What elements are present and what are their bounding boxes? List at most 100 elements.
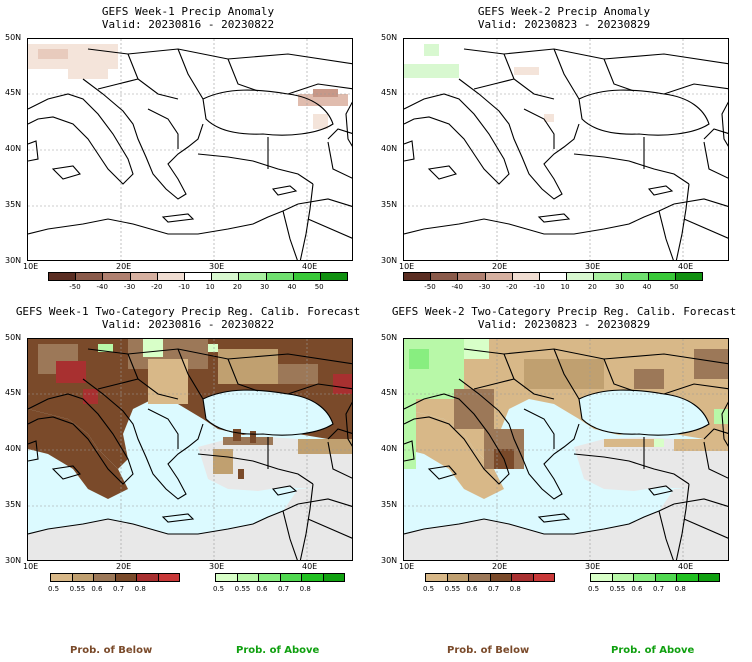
coastline-segment	[28, 203, 299, 235]
colorbar-tick-label: 0.5	[48, 585, 60, 593]
colorbar-swatch	[634, 574, 656, 581]
colorbar-swatch	[280, 574, 302, 581]
coastline-segment	[703, 441, 728, 479]
coastline-segment	[87, 48, 352, 65]
anomaly-map	[403, 38, 729, 261]
coastline-segment	[703, 428, 728, 440]
lat-tick-label: 50N	[5, 33, 22, 42]
anomaly-shading	[28, 44, 348, 129]
coastline-segment	[683, 218, 728, 239]
coastline-segment	[578, 89, 710, 136]
coastline-segment	[97, 378, 139, 390]
colorbar-swatch	[158, 574, 179, 581]
panel-title: GEFS Week-2 Precip Anomaly	[477, 5, 651, 18]
colorbar-swatch	[115, 574, 137, 581]
colorbar-swatch	[49, 273, 77, 280]
colorbar-tick-label: 0.7	[653, 585, 665, 593]
colorbar-swatch	[259, 574, 281, 581]
coastline-segment	[404, 93, 510, 185]
lat-tick-label: 45N	[381, 388, 398, 397]
coastline-segment	[647, 185, 674, 196]
colorbar-swatch	[157, 273, 185, 280]
map-canvas	[28, 339, 352, 560]
coastline-segment	[404, 140, 415, 162]
lat-tick-label: 35N	[5, 200, 22, 209]
colorbar-tick-label: 30	[260, 283, 270, 291]
colorbar-tick-label: -50	[69, 283, 81, 291]
lon-tick-label: 40E	[302, 562, 318, 571]
prob-below-label: Prob. of Below	[70, 645, 153, 656]
lat-tick-label: 40N	[5, 144, 22, 153]
coastline-segment	[177, 48, 204, 100]
coastline-segment	[297, 198, 352, 207]
coastline-segment	[297, 498, 352, 507]
below-colorbar	[50, 573, 180, 582]
coastline-segment	[523, 108, 555, 149]
coastline-segment	[345, 101, 352, 147]
lon-tick-label: 10E	[399, 262, 415, 271]
colorbar-tick-label: 0.8	[299, 585, 311, 593]
colorbar-tick-label: 0.5	[213, 585, 225, 593]
coastline-segment	[721, 101, 728, 147]
lat-tick-label: 50N	[381, 333, 398, 342]
coastline-segment	[663, 383, 728, 395]
coastline-segment	[673, 498, 728, 507]
coastline-segment	[458, 378, 580, 500]
colorbar-tick-label: 0.6	[91, 585, 103, 593]
coastline-segment	[197, 153, 314, 185]
colorbar-tick-label: 0.8	[509, 585, 521, 593]
coastline-segment	[503, 53, 555, 100]
colorbar-swatch	[72, 574, 94, 581]
colorbar-tick-label: 0.6	[256, 585, 268, 593]
colorbar-swatch	[431, 273, 459, 280]
colorbar-swatch	[137, 574, 159, 581]
colorbar-tick-label: 0.55	[609, 585, 626, 593]
panel-valid-dates: Valid: 20230816 - 20230822	[101, 18, 275, 31]
coastline-segment	[28, 93, 134, 185]
coastline-segment	[473, 378, 515, 390]
coastline-segment	[28, 393, 134, 485]
colorbar-swatch	[591, 574, 613, 581]
coastline-segment	[287, 383, 352, 395]
colorbar-tick-label: -40	[451, 283, 463, 291]
colorbar-swatch	[698, 574, 719, 581]
coastline-segment	[82, 378, 204, 500]
lat-tick-label: 50N	[381, 33, 398, 42]
colorbar-tick-label: -20	[506, 283, 518, 291]
coastline-segment	[427, 465, 457, 480]
coastline-segment	[51, 465, 81, 480]
colorbar-tick-label: -50	[424, 283, 436, 291]
prob-above-label: Prob. of Above	[611, 645, 695, 656]
colorbar-tick-label: -10	[178, 283, 190, 291]
colorbar-swatch	[655, 574, 677, 581]
coastline-segment	[404, 203, 675, 235]
colorbar-swatch	[539, 273, 568, 280]
lon-tick-label: 30E	[585, 562, 601, 571]
map-canvas	[404, 39, 728, 260]
colorbar-tick-label: 50	[669, 283, 679, 291]
colorbar-swatch	[237, 574, 259, 581]
coastline-segment	[271, 485, 298, 496]
coastline-segment	[573, 153, 690, 185]
coastline-segment	[271, 185, 298, 196]
map-canvas	[28, 39, 352, 260]
colorbar-tick-label: 50	[314, 283, 324, 291]
coastline-segment	[327, 141, 352, 179]
colorbar-swatch	[648, 273, 676, 280]
coastline-segment	[663, 83, 728, 95]
colorbar-tick-label: -40	[96, 283, 108, 291]
coastline-segment	[553, 348, 580, 400]
probability-map	[27, 338, 353, 561]
coastline-segment	[503, 353, 555, 400]
coastline-segment	[161, 213, 195, 223]
anomaly-colorbar	[48, 272, 348, 281]
coastline-segment	[307, 218, 352, 239]
lon-tick-label: 10E	[23, 262, 39, 271]
coastline-segment	[327, 128, 352, 140]
coastline-segment	[463, 348, 728, 365]
colorbar-tick-label: 0.8	[134, 585, 146, 593]
coastline-segment	[127, 53, 179, 100]
lon-tick-label: 40E	[678, 562, 694, 571]
coastline-segment	[97, 78, 139, 90]
lat-tick-label: 40N	[381, 444, 398, 453]
